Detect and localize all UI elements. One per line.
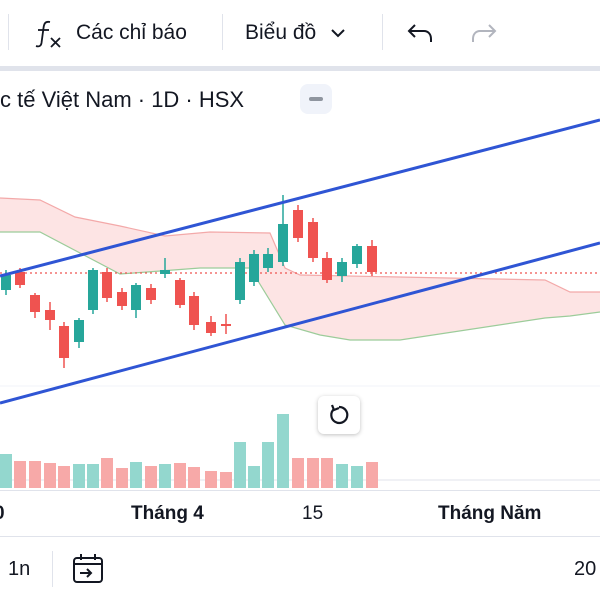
volume-bar (130, 462, 142, 488)
candle-body (131, 285, 141, 310)
candle-body (189, 296, 199, 325)
volume-bar (277, 414, 289, 488)
candle-body (175, 280, 185, 305)
channel-upper-line[interactable] (0, 118, 600, 278)
volume-bar (292, 458, 304, 488)
undo-button[interactable] (406, 0, 434, 66)
candle-body (74, 320, 84, 342)
volume-bar (116, 468, 128, 488)
volume-bar (321, 458, 333, 488)
candle-body (235, 262, 245, 300)
volume-bar (14, 461, 26, 488)
candle-body (352, 246, 362, 264)
reset-icon (330, 404, 349, 425)
candle-body (206, 322, 216, 333)
candle-body (1, 275, 11, 290)
undo-icon (407, 24, 432, 42)
range-1n-button[interactable]: 1n (8, 537, 30, 601)
candlesticks (1, 195, 377, 368)
candle-body (45, 310, 55, 320)
go-to-date-button[interactable] (72, 537, 106, 601)
candle-body (117, 292, 127, 306)
volume-bar (73, 464, 85, 488)
volume-bar (262, 442, 274, 488)
symbol-legend[interactable]: c tế Việt Nam · 1D · HSX (0, 84, 244, 116)
candle-body (308, 222, 318, 258)
volume-bar (307, 458, 319, 488)
indicators-button[interactable]: Các chỉ báo (34, 0, 187, 66)
candle-body (146, 288, 156, 300)
volume-bar (234, 442, 246, 488)
time-label: Tháng 4 (131, 503, 204, 524)
range-label: 1n (8, 557, 31, 580)
symbol-text: c tế Việt Nam · 1D · HSX (0, 87, 245, 112)
volume-bar (29, 461, 41, 488)
volume-bar (205, 471, 217, 488)
cloud-fill (0, 198, 600, 340)
candle-body (102, 272, 112, 298)
time-label: 15 (302, 503, 324, 524)
chart-type-label: Biểu đồ (245, 21, 317, 44)
bottom-divider (52, 551, 53, 587)
bottom-right-text: 20 (574, 557, 597, 580)
fx-icon (35, 20, 61, 48)
volume-bars (0, 414, 378, 488)
candle-body (88, 270, 98, 310)
chevron-down-icon (331, 29, 345, 38)
volume-bar (44, 463, 56, 488)
volume-bar (87, 464, 99, 488)
toolbar-border (0, 66, 600, 71)
time-axis[interactable]: 0 Tháng 4 15 Tháng Năm (0, 490, 600, 536)
redo-button[interactable] (470, 0, 498, 66)
bottom-right-label[interactable]: 20 (574, 537, 596, 601)
ichimoku-cloud (0, 197, 600, 341)
reset-chart-button[interactable] (318, 396, 360, 434)
channel-lower-line[interactable] (0, 241, 600, 405)
volume-bar (336, 464, 348, 488)
candle-body (59, 326, 69, 358)
volume-bar (351, 466, 363, 488)
chart-type-dropdown[interactable]: Biểu đồ (245, 0, 346, 66)
volume-bar (0, 454, 12, 488)
time-label: Tháng Năm (438, 503, 542, 524)
candle-body (221, 324, 231, 326)
redo-icon (472, 24, 497, 42)
minus-icon (309, 97, 323, 101)
candle-body (249, 254, 259, 282)
toolbar-divider (222, 14, 223, 50)
candle-body (15, 272, 25, 285)
candle-body (367, 246, 377, 272)
calendar-icon (73, 554, 103, 583)
cloud-lower-line (0, 231, 600, 341)
volume-bar (188, 467, 200, 488)
price-chart[interactable] (0, 71, 600, 491)
candle-body (160, 270, 170, 274)
candle-body (293, 210, 303, 238)
candle-body (30, 295, 40, 312)
candle-body (278, 224, 288, 262)
candle-body (263, 254, 273, 268)
volume-bar (220, 472, 232, 488)
candle-body (322, 258, 332, 280)
indicators-label: Các chỉ báo (76, 21, 187, 44)
top-toolbar: Các chỉ báo Biểu đồ (0, 0, 600, 66)
toolbar-divider (382, 14, 383, 50)
volume-bar (58, 466, 70, 488)
candle-body (337, 262, 347, 276)
time-label: 0 (0, 503, 5, 525)
volume-bar (101, 458, 113, 488)
cloud-upper-line (0, 197, 600, 293)
volume-bar (174, 463, 186, 488)
volume-bar (145, 466, 157, 488)
toolbar-divider (8, 14, 9, 50)
volume-bar (159, 464, 171, 488)
bottom-bar: 1n 20 (0, 536, 600, 600)
volume-bar (248, 466, 260, 488)
volume-bar (366, 462, 378, 488)
collapse-legend-button[interactable] (300, 84, 332, 114)
